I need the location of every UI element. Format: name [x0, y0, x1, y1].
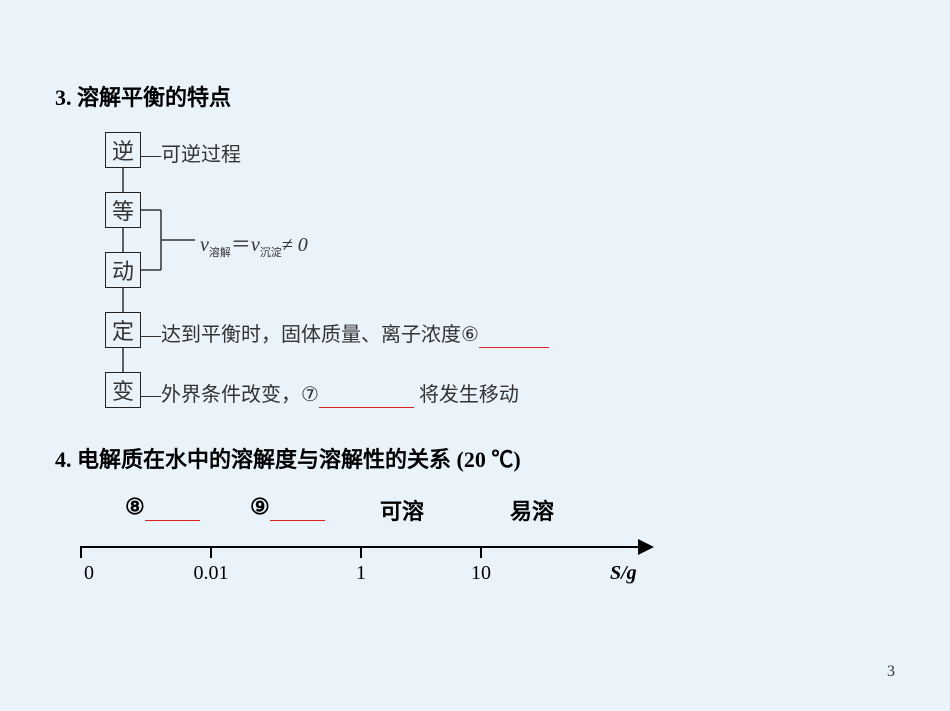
- v-ne: ≠ 0: [282, 234, 308, 256]
- ticklabel-1: 0.01: [194, 562, 229, 585]
- ding-text-a: —达到平衡时，固体质量、离子浓度: [141, 324, 461, 346]
- v-sub2: 沉淀: [260, 247, 282, 259]
- tick-2: [360, 546, 362, 558]
- label-circ9: ⑨: [250, 494, 325, 521]
- blank-6: [479, 324, 549, 348]
- v-left: v: [200, 234, 209, 256]
- ticklabel-0: 0: [84, 562, 94, 585]
- node-ni: 逆: [105, 132, 141, 168]
- circ-9: ⑨: [250, 494, 270, 519]
- ticklabel-3: 10: [471, 562, 491, 585]
- axis-unit-label: S/g: [610, 562, 637, 585]
- axis-arrow-icon: [638, 539, 654, 555]
- blank-8: [145, 494, 200, 521]
- circ-7: ⑦: [301, 382, 319, 407]
- label-kerong: 可溶: [380, 494, 424, 526]
- circ-6: ⑥: [461, 322, 479, 347]
- diagram-connectors: [105, 132, 655, 412]
- axis-category-labels: ⑧ ⑨ 可溶 易溶: [80, 494, 680, 534]
- label-reversible: —可逆过程: [141, 138, 241, 167]
- ticklabel-2: 1: [356, 562, 366, 585]
- label-v-equation: v溶解＝v沉淀≠ 0: [200, 228, 308, 260]
- page-number: 3: [887, 663, 895, 681]
- equilibrium-diagram: 逆 等 动 定 变 —可逆过程 v溶解＝v沉淀≠ 0 —达到平衡时，固体质量、离…: [105, 132, 655, 412]
- label-bian-row: —外界条件改变，⑦ 将发生移动: [141, 378, 519, 408]
- bian-text-a: —外界条件改变，: [141, 384, 301, 406]
- v-sub1: 溶解: [209, 247, 231, 259]
- blank-9: [270, 494, 325, 521]
- v-eq: ＝: [231, 234, 251, 256]
- tick-0: [80, 546, 82, 558]
- label-yirong: 易溶: [510, 494, 554, 526]
- section-4-title: 4. 电解质在水中的溶解度与溶解性的关系 (20 ℃): [55, 442, 895, 474]
- bian-text-b: 将发生移动: [414, 384, 519, 406]
- v-right: v: [251, 234, 260, 256]
- node-dong: 动: [105, 252, 141, 288]
- tick-3: [480, 546, 482, 558]
- solubility-axis-diagram: ⑧ ⑨ 可溶 易溶 0 0.01 1 10 S/g: [80, 494, 680, 574]
- node-bian: 变: [105, 372, 141, 408]
- node-deng: 等: [105, 192, 141, 228]
- section-3-title: 3. 溶解平衡的特点: [55, 80, 895, 112]
- label-circ8: ⑧: [125, 494, 200, 521]
- circ-8: ⑧: [125, 494, 145, 519]
- node-ding: 定: [105, 312, 141, 348]
- tick-1: [210, 546, 212, 558]
- label-ding-row: —达到平衡时，固体质量、离子浓度⑥: [141, 318, 549, 348]
- blank-7: [319, 384, 414, 408]
